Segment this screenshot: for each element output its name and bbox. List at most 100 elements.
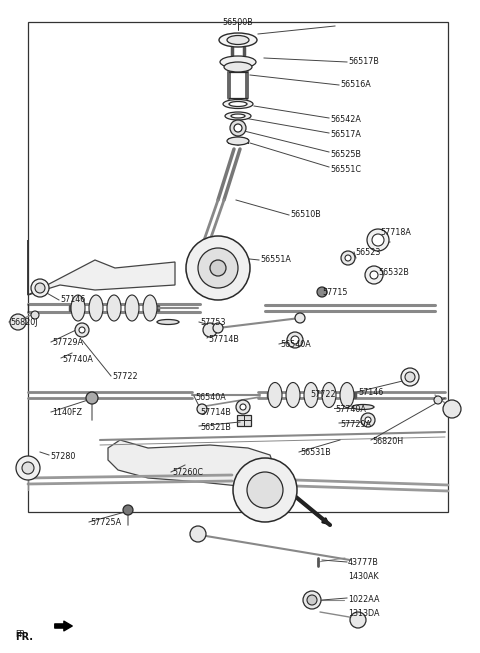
FancyArrowPatch shape — [55, 621, 72, 631]
Circle shape — [405, 372, 415, 382]
Circle shape — [213, 323, 223, 333]
Circle shape — [367, 229, 389, 251]
Bar — [237, 415, 251, 426]
Text: 56542A: 56542A — [330, 115, 361, 124]
Circle shape — [287, 332, 303, 348]
Circle shape — [86, 392, 98, 404]
Circle shape — [186, 236, 250, 300]
Text: 57718A: 57718A — [380, 228, 411, 237]
Ellipse shape — [304, 383, 318, 407]
Ellipse shape — [71, 295, 85, 321]
Text: 1022AA: 1022AA — [348, 595, 380, 604]
Polygon shape — [108, 440, 278, 488]
Circle shape — [230, 120, 246, 136]
Circle shape — [372, 234, 384, 246]
Ellipse shape — [143, 295, 157, 321]
Text: 57146: 57146 — [60, 295, 85, 304]
Text: 57722: 57722 — [310, 390, 336, 399]
Ellipse shape — [322, 383, 336, 407]
Text: 43777B: 43777B — [348, 558, 379, 567]
Text: 57714B: 57714B — [208, 335, 239, 344]
Circle shape — [203, 323, 217, 337]
Ellipse shape — [340, 383, 354, 407]
Circle shape — [247, 472, 283, 508]
Text: 56531B: 56531B — [300, 448, 331, 457]
Ellipse shape — [229, 101, 247, 106]
Circle shape — [341, 251, 355, 265]
Circle shape — [350, 612, 366, 628]
Ellipse shape — [223, 99, 253, 108]
Text: FR.: FR. — [15, 630, 27, 639]
Polygon shape — [28, 240, 175, 295]
Circle shape — [295, 313, 305, 323]
Circle shape — [365, 266, 383, 284]
FancyArrowPatch shape — [287, 490, 327, 523]
Circle shape — [361, 413, 375, 427]
Circle shape — [291, 336, 299, 344]
Text: 57280: 57280 — [50, 452, 75, 461]
Text: 57753: 57753 — [200, 318, 226, 327]
Text: 56551C: 56551C — [330, 165, 361, 174]
Ellipse shape — [268, 383, 282, 407]
Ellipse shape — [225, 112, 251, 120]
Ellipse shape — [231, 114, 245, 118]
Text: 56521B: 56521B — [200, 423, 231, 432]
Circle shape — [10, 314, 26, 330]
Circle shape — [210, 260, 226, 276]
Circle shape — [79, 327, 85, 333]
Text: 57729A: 57729A — [52, 338, 83, 347]
Circle shape — [240, 404, 246, 410]
Text: 56500B: 56500B — [223, 18, 253, 27]
Text: 57715: 57715 — [322, 288, 348, 297]
Ellipse shape — [107, 295, 121, 321]
Circle shape — [345, 255, 351, 261]
Circle shape — [190, 526, 206, 542]
Text: 56820H: 56820H — [372, 437, 403, 446]
Ellipse shape — [286, 383, 300, 407]
Circle shape — [22, 462, 34, 474]
Text: 1313DA: 1313DA — [348, 609, 380, 618]
Circle shape — [16, 456, 40, 480]
Bar — [28, 22, 448, 512]
Ellipse shape — [227, 35, 249, 44]
Text: 1140FZ: 1140FZ — [52, 408, 82, 417]
Circle shape — [317, 287, 327, 297]
Text: 1430AK: 1430AK — [348, 572, 379, 581]
Text: 56540A: 56540A — [280, 340, 311, 349]
Text: 57740A: 57740A — [335, 405, 366, 414]
Circle shape — [31, 311, 39, 319]
Text: 57722: 57722 — [112, 372, 138, 381]
Text: 57260C: 57260C — [172, 468, 203, 477]
Text: 56510B: 56510B — [290, 210, 321, 219]
Ellipse shape — [157, 319, 179, 325]
Text: 56517B: 56517B — [348, 57, 379, 66]
Circle shape — [365, 417, 371, 423]
Text: FR.: FR. — [15, 632, 33, 642]
Circle shape — [234, 124, 242, 132]
Circle shape — [197, 404, 207, 414]
Text: 56551A: 56551A — [260, 255, 291, 264]
Circle shape — [31, 279, 49, 297]
Circle shape — [370, 271, 378, 279]
Circle shape — [434, 396, 442, 404]
Text: 57146: 57146 — [358, 388, 383, 397]
Text: 57729A: 57729A — [340, 420, 371, 429]
Ellipse shape — [352, 404, 374, 409]
Circle shape — [236, 400, 250, 414]
Text: 56540A: 56540A — [195, 393, 226, 402]
Circle shape — [303, 591, 321, 609]
Circle shape — [75, 323, 89, 337]
Ellipse shape — [219, 33, 257, 47]
Circle shape — [35, 283, 45, 293]
Circle shape — [233, 458, 297, 522]
Ellipse shape — [227, 137, 249, 145]
Circle shape — [307, 595, 317, 605]
Circle shape — [401, 368, 419, 386]
Text: 56820J: 56820J — [10, 318, 37, 327]
Ellipse shape — [125, 295, 139, 321]
Text: 56523: 56523 — [355, 248, 380, 257]
Circle shape — [198, 248, 238, 288]
Ellipse shape — [220, 56, 256, 68]
Text: 57740A: 57740A — [62, 355, 93, 364]
Circle shape — [443, 400, 461, 418]
